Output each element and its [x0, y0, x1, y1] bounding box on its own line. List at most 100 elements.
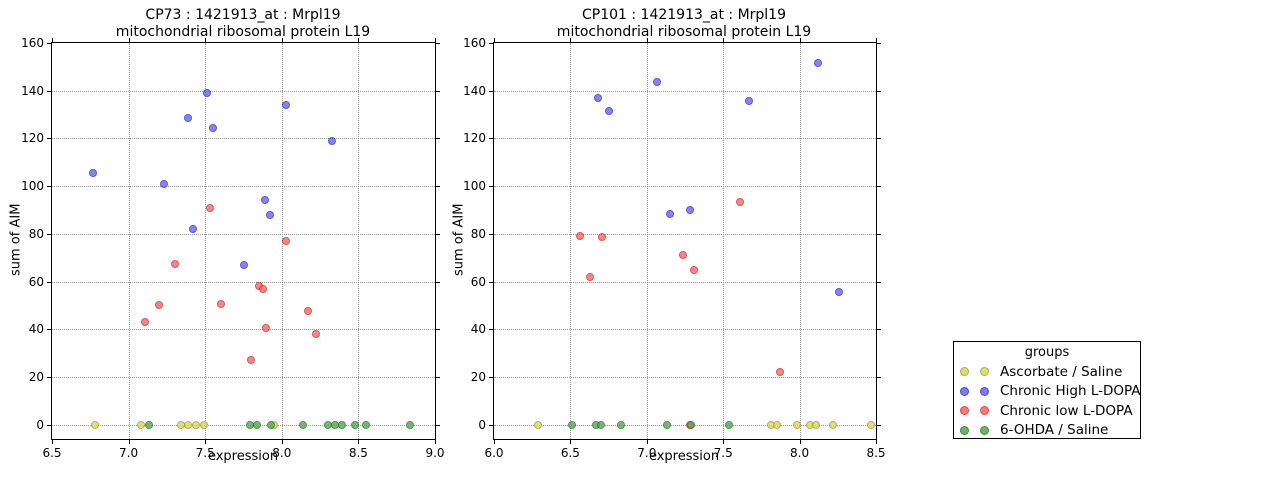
data-point	[144, 420, 153, 429]
x-axis-tick	[646, 38, 648, 42]
x-tick-label: 9.0	[425, 446, 445, 460]
gridline-horizontal	[494, 281, 876, 283]
legend-marker-icon	[980, 367, 989, 377]
legend-item-label: Ascorbate / Saline	[1000, 363, 1123, 380]
data-point	[567, 420, 576, 429]
x-tick-label: 8.5	[348, 446, 368, 460]
legend-marker-icon	[980, 425, 989, 435]
data-point	[604, 106, 613, 115]
data-point	[685, 205, 694, 214]
y-tick-label: 60	[470, 274, 486, 289]
data-point	[323, 420, 332, 429]
data-point	[202, 89, 211, 98]
x-tick-label: 6.5	[560, 446, 580, 460]
legend-marker-icon	[960, 425, 969, 435]
x-axis-tick	[570, 38, 572, 42]
x-tick-label: 7.0	[637, 446, 657, 460]
y-axis-tick	[489, 281, 493, 283]
data-point	[534, 420, 543, 429]
x-axis-tick	[358, 440, 360, 444]
y-axis-tick	[436, 90, 440, 92]
legend-item: Ascorbate / Saline	[954, 362, 1140, 382]
gridline-horizontal	[52, 376, 435, 378]
x-axis-tick	[494, 38, 495, 42]
data-point	[247, 356, 256, 365]
x-axis-tick	[723, 440, 725, 444]
data-point	[328, 136, 337, 145]
data-point	[596, 420, 605, 429]
y-axis-tick	[877, 43, 881, 44]
data-point	[772, 420, 781, 429]
data-point	[792, 420, 801, 429]
y-axis-tick	[489, 376, 493, 378]
gridline-horizontal	[52, 329, 435, 331]
legend-item-label: Chronic High L-DOPA	[1000, 383, 1141, 400]
x-axis-tick	[52, 440, 53, 444]
y-axis-tick	[47, 424, 51, 426]
data-point	[192, 420, 200, 429]
y-axis-tick	[47, 90, 51, 92]
gridline-horizontal	[52, 233, 435, 235]
data-point	[176, 420, 185, 429]
y-tick-label: 80	[28, 226, 44, 241]
y-axis-tick	[489, 186, 493, 188]
legend-marker-icon	[980, 406, 989, 416]
data-point	[598, 233, 607, 242]
data-point	[736, 197, 744, 206]
data-point	[245, 420, 254, 429]
y-axis-tick	[489, 138, 493, 140]
data-point	[205, 203, 214, 212]
x-axis-tick	[876, 440, 877, 444]
data-point	[136, 420, 145, 429]
data-point	[662, 420, 671, 429]
data-point	[690, 265, 699, 274]
legend-marker-icon	[960, 386, 969, 396]
plot-title-line2: mitochondrial ribosomal protein L19	[556, 24, 812, 40]
y-axis-label: sum of AIM	[451, 203, 467, 277]
gridline-vertical	[799, 43, 801, 439]
y-tick-label: 0	[36, 417, 44, 432]
gridline-vertical	[281, 43, 283, 439]
gridline-horizontal	[494, 376, 876, 378]
legend-item-label: Chronic low L-DOPA	[1000, 402, 1133, 419]
data-point	[665, 209, 674, 218]
data-point	[593, 93, 602, 102]
data-point	[867, 420, 876, 429]
x-axis-tick	[128, 38, 130, 42]
data-point	[267, 420, 276, 429]
y-tick-label: 120	[21, 131, 44, 146]
y-tick-label: 20	[28, 369, 44, 384]
data-point	[282, 237, 291, 245]
y-axis-tick	[877, 186, 881, 188]
data-point	[199, 420, 208, 429]
gridline-vertical	[358, 43, 360, 439]
x-tick-label: 8.0	[790, 446, 810, 460]
y-axis-tick	[47, 233, 51, 235]
y-axis-tick	[489, 329, 493, 331]
data-point	[362, 420, 371, 429]
gridline-horizontal	[52, 424, 435, 426]
data-point	[89, 169, 98, 177]
data-point	[351, 420, 360, 429]
x-axis-tick	[358, 38, 360, 42]
legend-rows: Ascorbate / Saline Chronic High L-DOPA Chr…	[954, 362, 1141, 441]
x-tick-label: 6.5	[42, 446, 62, 460]
data-point	[260, 196, 269, 205]
legend-item: Chronic High L-DOPA	[954, 382, 1141, 402]
plot-title-line1: CP101 : 1421913_at : Mrpl19	[581, 7, 787, 23]
plot-title-cp101: CP101 : 1421913_at : Mrpl19 mitochondria…	[557, 7, 811, 41]
y-axis-tick	[436, 43, 440, 44]
data-point	[616, 420, 625, 429]
data-point	[299, 420, 308, 429]
y-axis-tick	[436, 281, 440, 283]
gridline-horizontal	[494, 424, 876, 426]
gridline-vertical	[646, 43, 648, 439]
data-point	[188, 225, 197, 234]
y-tick-label: 160	[21, 36, 44, 50]
x-axis-tick	[646, 440, 648, 444]
x-axis-tick	[205, 440, 207, 444]
legend-item: 6-OHDA / Saline	[954, 421, 1140, 441]
data-point	[687, 420, 696, 429]
y-axis-label: sum of AIM	[8, 203, 24, 277]
